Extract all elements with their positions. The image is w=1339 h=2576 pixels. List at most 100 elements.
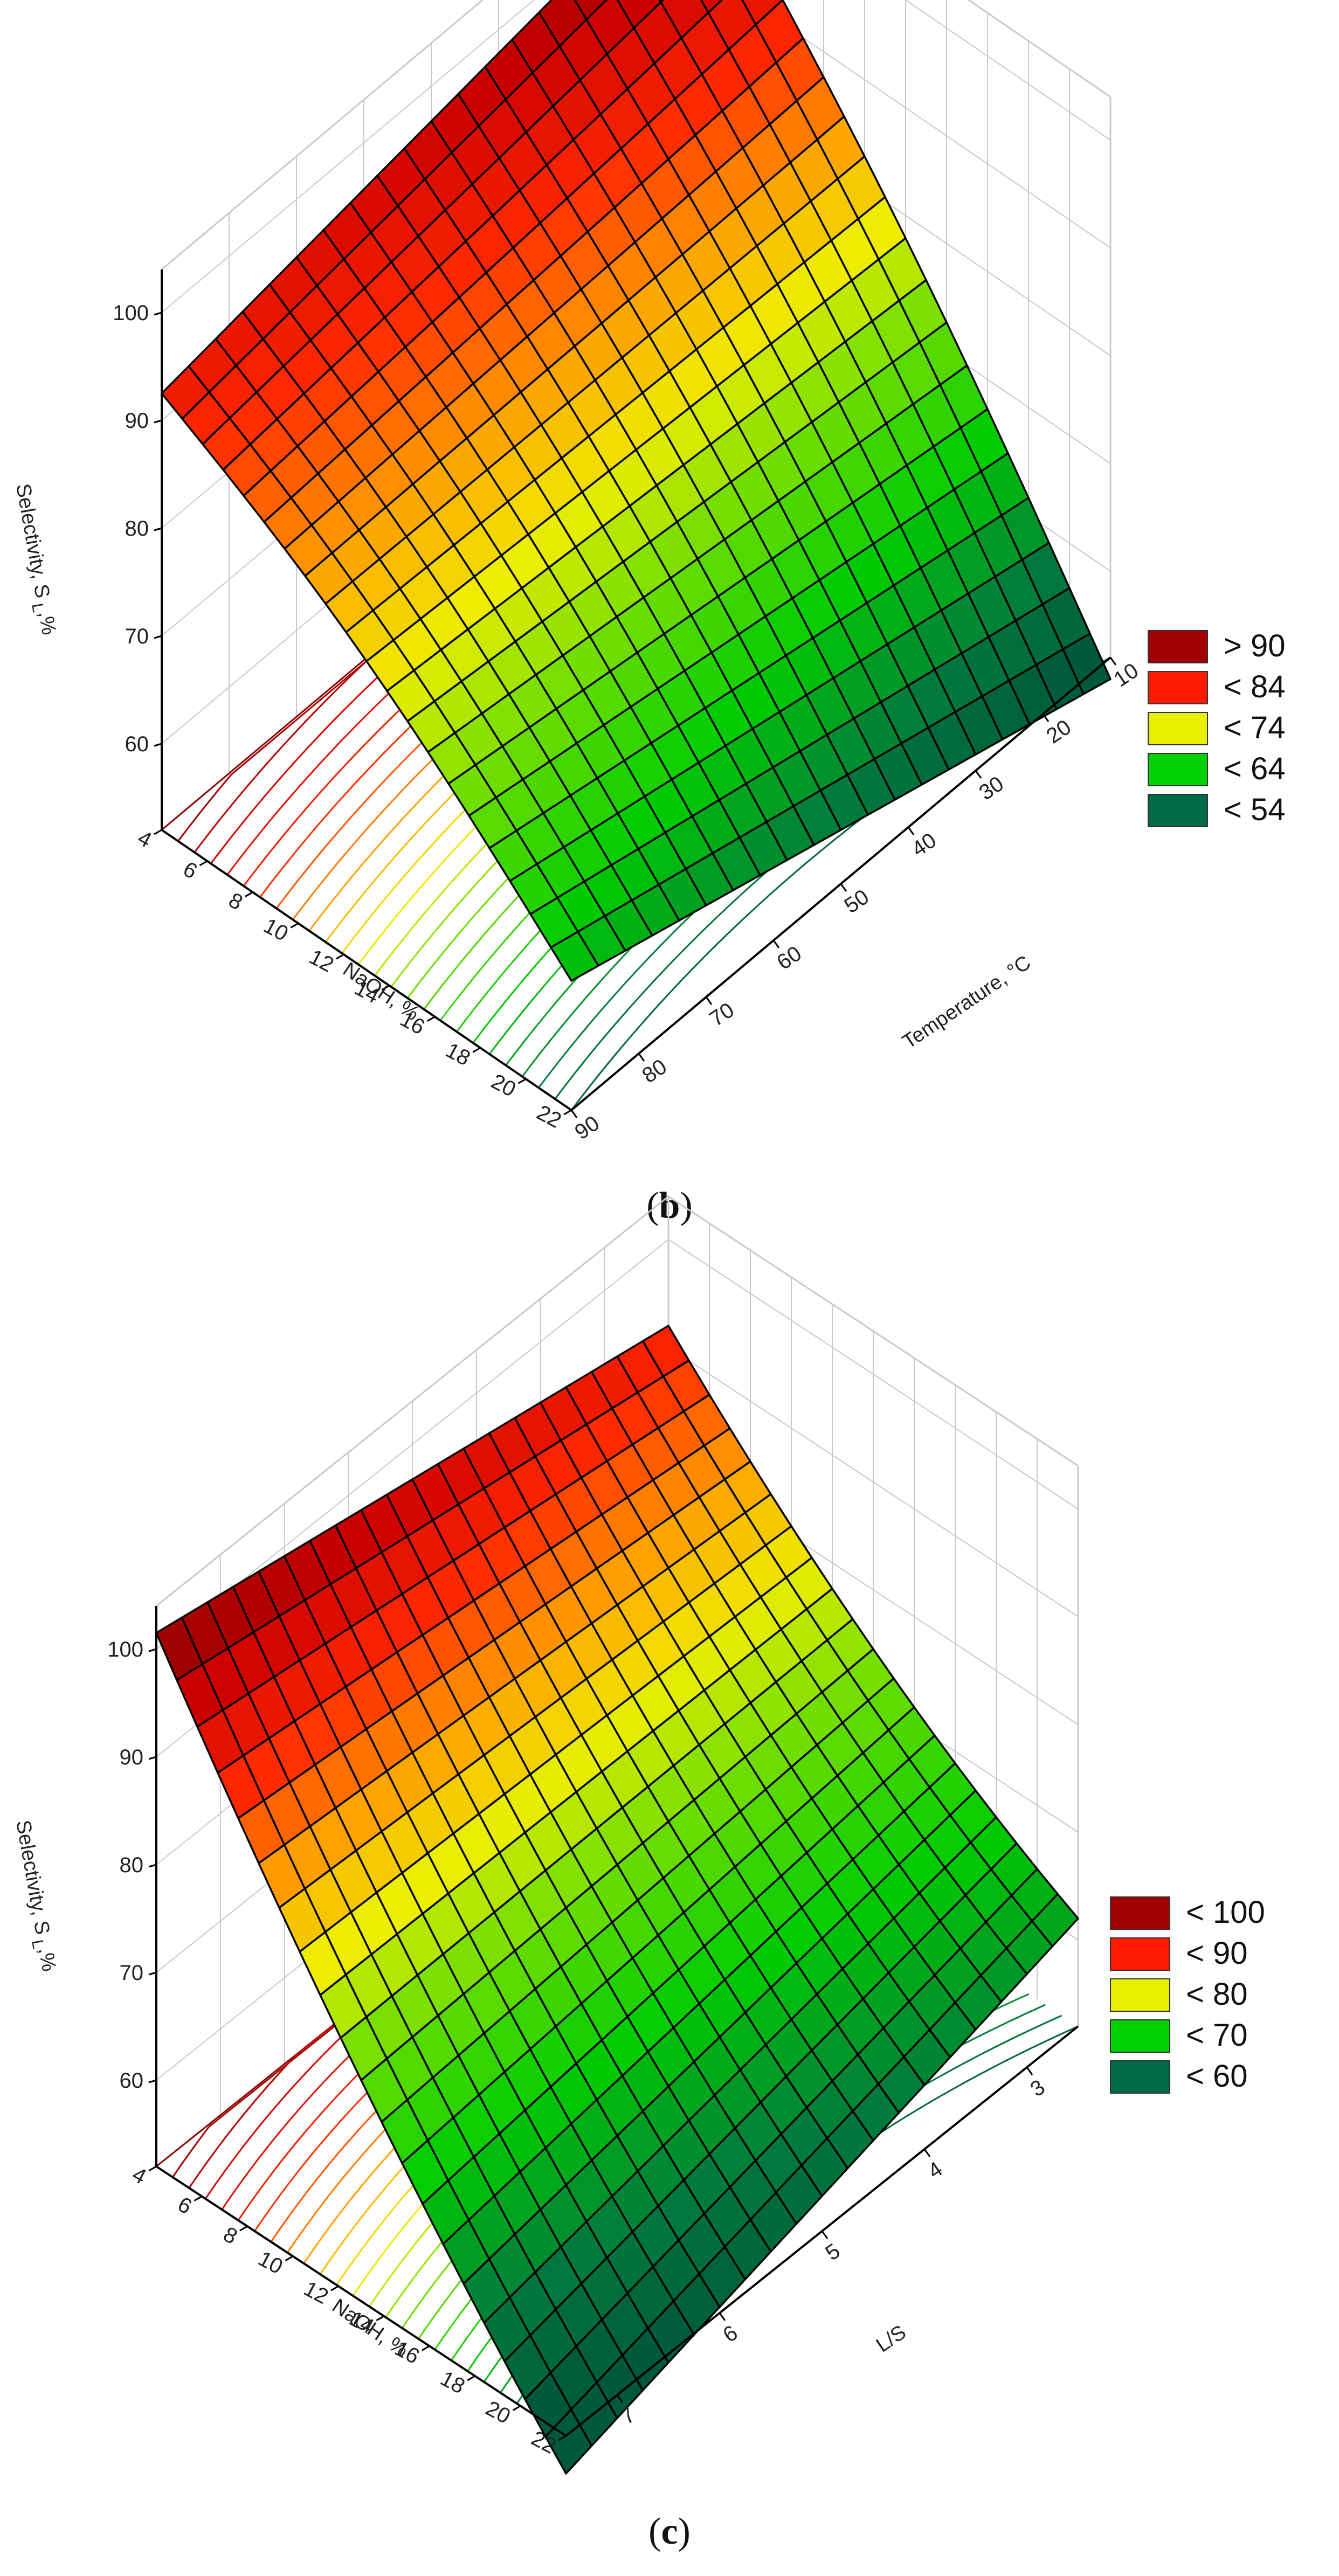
- legend-label: < 70: [1186, 2018, 1248, 2053]
- factor-tick-mark: [840, 883, 847, 892]
- factor-tick-mark: [1109, 657, 1117, 666]
- factor-tick-mark: [616, 2394, 624, 2403]
- factor-tick-label: 4: [923, 2157, 947, 2184]
- naoh-tick-mark: [558, 2435, 567, 2441]
- legend-label: < 74: [1224, 710, 1286, 745]
- legend-label: < 90: [1186, 1936, 1248, 1971]
- z-tick-mark: [148, 1864, 157, 1868]
- naoh-tick-mark: [330, 2285, 339, 2291]
- surface-plot-c: 607080901004681012141618202234567Selecti…: [7, 1195, 1265, 2552]
- panel-label-close: ): [678, 2511, 691, 2552]
- legend-label: < 100: [1186, 1895, 1265, 1930]
- response-surface: [155, 1325, 1079, 2475]
- legend: < 100 < 90 < 80 < 70 < 60: [1110, 1895, 1265, 2094]
- naoh-tick-mark: [245, 891, 253, 897]
- naoh-tick-label: 20: [482, 2397, 514, 2429]
- naoh-tick-mark: [381, 985, 390, 991]
- legend-swatch: [1110, 2019, 1170, 2053]
- factor-tick-mark: [923, 2149, 931, 2157]
- factor-tick-label: 5: [821, 2239, 844, 2266]
- z-tick-label: 60: [120, 2069, 144, 2093]
- naoh-tick-mark: [563, 1109, 572, 1116]
- z-tick-mark: [154, 311, 162, 316]
- legend-swatch: [1148, 794, 1208, 827]
- naoh-tick-mark: [376, 2315, 384, 2322]
- factor-axis-title: L/S: [872, 2321, 910, 2357]
- factor-tick-mark: [1042, 714, 1050, 722]
- naoh-tick-mark: [336, 953, 344, 960]
- z-axis-title-unit: ,%: [34, 1945, 60, 1973]
- panel-label-letter: c: [661, 2511, 678, 2552]
- wall-gridline: [668, 1239, 1079, 1509]
- factor-tick-mark: [772, 940, 780, 948]
- legend-label: < 54: [1224, 792, 1286, 827]
- naoh-tick-label: 10: [260, 914, 292, 946]
- factor-tick-mark: [719, 2312, 726, 2321]
- z-axis-title: Selectivity, S L,%: [7, 1818, 60, 1973]
- naoh-tick-mark: [467, 2375, 475, 2381]
- legend-swatch: [1110, 1978, 1170, 2012]
- factor-tick-mark: [1026, 2067, 1033, 2075]
- legend-label: < 64: [1224, 751, 1286, 786]
- z-axis-title-sub: L: [27, 1934, 47, 1950]
- factor-tick-label: 3: [1026, 2075, 1049, 2102]
- legend-swatch: [1148, 712, 1208, 745]
- naoh-tick-label: 8: [225, 888, 246, 915]
- z-axis-title-unit: ,%: [34, 609, 60, 636]
- legend-label: < 80: [1186, 1977, 1248, 2012]
- z-tick-mark: [148, 2079, 157, 2083]
- naoh-axis-line: [161, 829, 572, 1111]
- legend-label: < 84: [1224, 669, 1286, 704]
- naoh-tick-label: 18: [437, 2366, 469, 2399]
- z-tick-mark: [148, 1756, 157, 1760]
- naoh-tick-mark: [154, 829, 162, 835]
- wall-gridline: [668, 1347, 1079, 1617]
- naoh-tick-mark: [512, 2405, 521, 2411]
- z-tick-label: 70: [125, 625, 149, 648]
- naoh-tick-mark: [148, 2165, 157, 2172]
- factor-tick-mark: [907, 827, 915, 835]
- legend-swatch: [1148, 630, 1208, 663]
- factor-tick-mark: [821, 2231, 829, 2239]
- factor-tick-mark: [570, 1110, 578, 1118]
- wall-gridline: [905, 0, 1111, 141]
- naoh-tick-label: 6: [180, 857, 201, 883]
- legend-swatch: [1148, 671, 1208, 704]
- wall-edge: [967, 0, 1111, 98]
- naoh-tick-mark: [421, 2345, 430, 2351]
- z-axis-title: Selectivity, S L,%: [7, 482, 60, 637]
- z-tick-mark: [154, 743, 162, 747]
- naoh-tick-label: 20: [487, 1069, 520, 1102]
- z-axis-title-sub: L: [27, 598, 47, 614]
- naoh-tick-mark: [239, 2225, 248, 2232]
- z-tick-label: 90: [125, 409, 149, 433]
- z-tick-label: 100: [113, 301, 149, 325]
- z-tick-mark: [154, 419, 162, 424]
- naoh-tick-label: 18: [442, 1038, 474, 1071]
- wall-gridline: [161, 0, 535, 313]
- panel-label-open: (: [648, 2511, 661, 2552]
- naoh-tick-label: 12: [305, 945, 337, 977]
- surface-cell: [550, 931, 599, 982]
- z-tick-label: 60: [125, 732, 149, 756]
- z-tick-mark: [154, 635, 162, 639]
- legend-swatch: [1110, 1937, 1170, 1971]
- naoh-tick-mark: [472, 1047, 481, 1053]
- naoh-tick-label: 6: [174, 2192, 196, 2219]
- factor-tick-label: 6: [719, 2321, 742, 2348]
- naoh-tick-mark: [426, 1016, 436, 1022]
- legend-swatch: [1110, 1896, 1170, 1930]
- naoh-tick-label: 4: [134, 826, 155, 853]
- naoh-tick-mark: [285, 2255, 294, 2261]
- panel-label-close: ): [680, 1185, 692, 1227]
- legend-swatch: [1110, 2060, 1170, 2094]
- legend-swatch: [1148, 753, 1208, 786]
- legend-label: < 60: [1186, 2059, 1248, 2094]
- z-tick-mark: [148, 1648, 157, 1652]
- panel-label: (b): [646, 1185, 693, 1227]
- response-surface: [161, 0, 1112, 982]
- z-tick-mark: [154, 527, 162, 531]
- factor-axis-title: Temperature, °C: [899, 951, 1035, 1054]
